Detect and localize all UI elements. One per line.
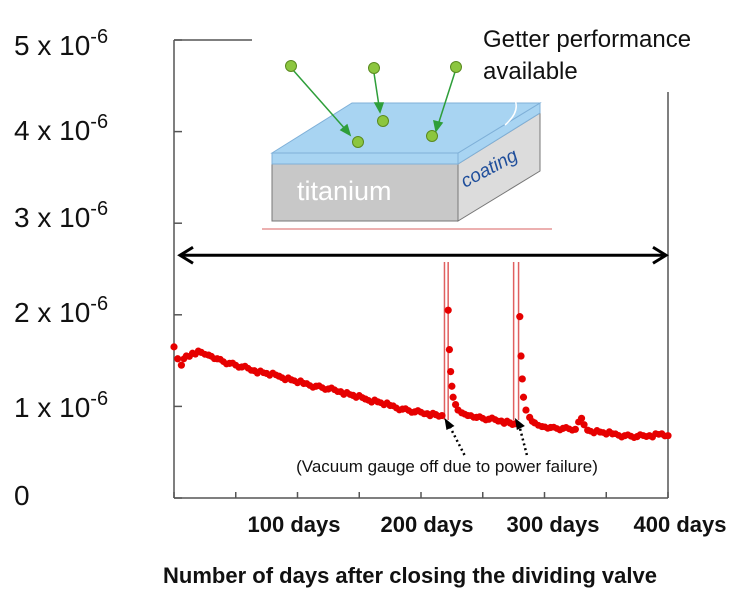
gas-molecules bbox=[285, 60, 462, 148]
annotation-arrow-shaft bbox=[517, 423, 529, 456]
x-tick-labels: 100 days 200 days 300 days 400 days bbox=[248, 512, 727, 537]
gas-molecule bbox=[368, 62, 380, 74]
x-tick-label-200: 200 days bbox=[381, 512, 474, 537]
molecule-arrow-head bbox=[339, 123, 352, 137]
y-tick-mantissa: 3 x 10 bbox=[14, 202, 90, 233]
y-tick-exponent: -6 bbox=[90, 111, 108, 133]
y-tick-mantissa: 4 x 10 bbox=[14, 115, 90, 146]
adsorbed-molecule bbox=[426, 130, 438, 142]
inset-title-line-1: Getter performance bbox=[483, 26, 691, 53]
data-point bbox=[580, 421, 588, 429]
gas-molecule bbox=[285, 60, 297, 72]
data-point bbox=[448, 382, 456, 390]
y-tick-mantissa: 1 x 10 bbox=[14, 392, 90, 423]
range-arrow-head-right bbox=[652, 245, 669, 265]
range-arrow bbox=[177, 245, 669, 265]
molecule-arrow bbox=[373, 72, 380, 107]
coating-top-surface bbox=[270, 102, 542, 154]
adsorbed-molecule bbox=[377, 115, 389, 127]
y-tick-exponent: -6 bbox=[90, 293, 108, 315]
y-tick-label-0: 0 bbox=[14, 480, 30, 511]
coating-front-edge bbox=[271, 152, 459, 165]
substrate-label: titanium bbox=[297, 176, 392, 206]
data-point bbox=[170, 343, 178, 351]
power-failure-annotation: (Vacuum gauge off due to power failure) bbox=[296, 457, 598, 476]
data-point bbox=[447, 367, 455, 376]
annotation-arrow-head bbox=[444, 418, 455, 430]
data-point bbox=[664, 432, 672, 440]
x-tick-label-300: 300 days bbox=[507, 512, 600, 537]
molecule-arrow bbox=[292, 69, 347, 131]
adsorbed-molecule bbox=[352, 136, 364, 148]
y-tick-label-3: 3 x 10-6 bbox=[14, 198, 108, 233]
molecule-arrow-head bbox=[433, 119, 444, 133]
y-tick-exponent: -6 bbox=[90, 26, 108, 48]
data-point bbox=[451, 400, 460, 409]
data-point bbox=[444, 306, 452, 314]
x-axis-label: Number of days after closing the dividin… bbox=[163, 563, 657, 588]
y-tick-exponent: -6 bbox=[90, 388, 108, 410]
spike-lines bbox=[443, 262, 520, 420]
data-point bbox=[577, 414, 586, 422]
y-tick-mantissa: 5 x 10 bbox=[14, 30, 90, 61]
data-point bbox=[174, 355, 182, 363]
axes bbox=[173, 39, 669, 499]
x-tick-label-100: 100 days bbox=[248, 512, 341, 537]
data-point bbox=[177, 361, 186, 369]
x-tick-label-400: 400 days bbox=[634, 512, 727, 537]
x-ticks bbox=[173, 492, 669, 498]
coating-illustration: titanium coating Getter performance avai… bbox=[262, 26, 691, 230]
y-tick-label-4: 4 x 10-6 bbox=[14, 111, 108, 146]
molecule-arrows bbox=[292, 69, 456, 137]
molecule-arrow bbox=[437, 71, 456, 126]
range-arrow-head-left bbox=[177, 245, 194, 265]
y-tick-label-2: 2 x 10-6 bbox=[14, 293, 108, 328]
data-points bbox=[170, 306, 672, 441]
y-tick-mantissa: 2 x 10 bbox=[14, 297, 90, 328]
y-tick-label-5: 5 x 10-6 bbox=[14, 26, 108, 61]
molecule-arrow-head bbox=[373, 102, 385, 114]
annotation-arrow-shaft bbox=[447, 423, 466, 456]
data-point bbox=[571, 425, 579, 433]
coating-reflection bbox=[504, 99, 517, 126]
y-tick-exponent: -6 bbox=[90, 198, 108, 220]
data-point bbox=[517, 352, 525, 360]
annotation-arrow-head bbox=[514, 418, 525, 430]
data-point bbox=[516, 313, 524, 321]
data-point bbox=[519, 393, 528, 401]
inset-title-line-2: available bbox=[483, 58, 578, 85]
y-tick-labels: 0 1 x 10-6 2 x 10-6 3 x 10-6 4 x 10-6 5 … bbox=[14, 26, 108, 511]
gas-molecule bbox=[450, 61, 462, 73]
y-tick-label-1: 1 x 10-6 bbox=[14, 388, 108, 423]
data-point bbox=[518, 375, 526, 383]
data-point bbox=[449, 393, 457, 401]
data-point bbox=[438, 411, 446, 420]
y-ticks bbox=[174, 39, 182, 499]
data-point bbox=[445, 346, 454, 354]
annotation-arrows bbox=[444, 418, 529, 456]
data-point bbox=[522, 406, 530, 414]
